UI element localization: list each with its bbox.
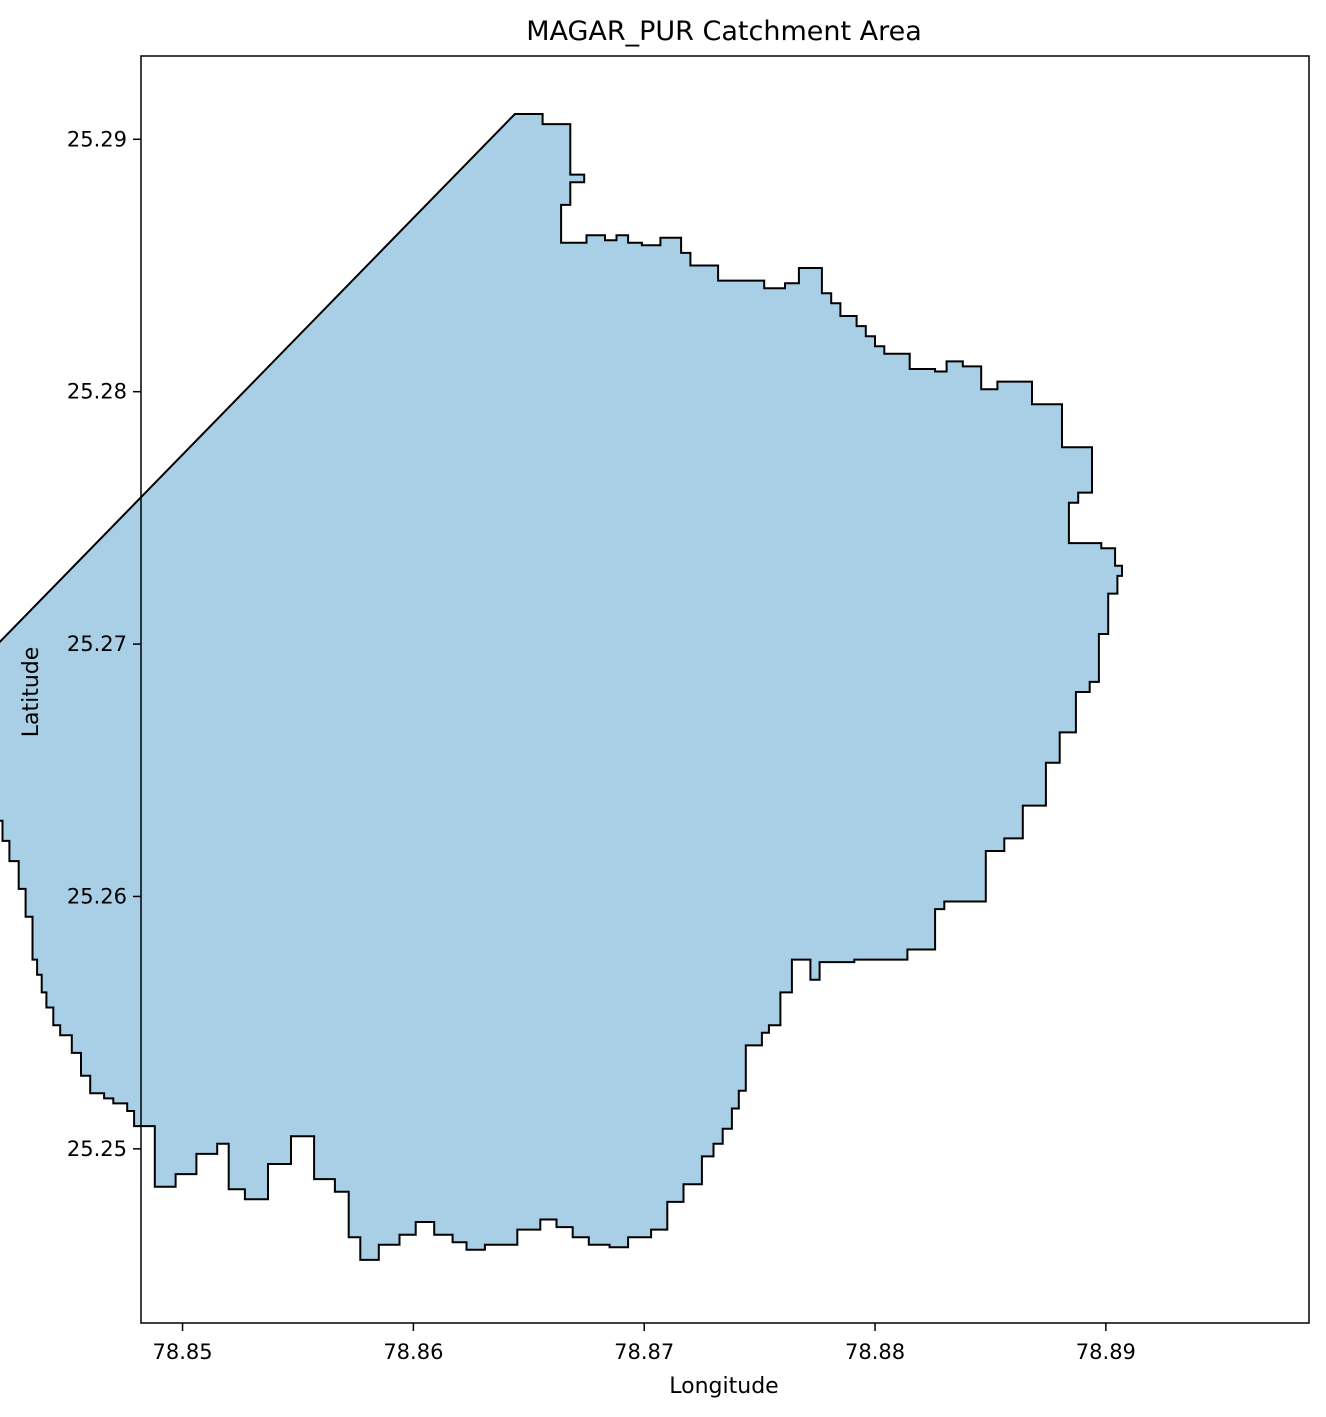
x-tick-label: 78.89 [1076,1340,1136,1364]
plot-area [0,113,1123,1261]
y-tick-label: 25.29 [67,127,127,151]
x-tick-label: 78.87 [614,1340,674,1364]
y-tick-label: 25.25 [67,1137,127,1161]
y-tick-label: 25.28 [67,380,127,404]
x-axis: 78.85 78.86 78.87 78.88 78.89 [152,1323,1136,1364]
catchment-polygon [0,113,1123,1261]
axes-frame [140,55,1310,1324]
y-axis: 25.25 25.26 25.27 25.28 25.29 [67,127,141,1161]
chart-title: MAGAR_PUR Catchment Area [526,16,922,47]
x-axis-label: Longitude [669,1374,778,1399]
y-axis-label: Latitude [19,647,44,738]
x-tick-label: 78.86 [383,1340,443,1364]
x-tick-label: 78.88 [845,1340,905,1364]
x-tick-label: 78.85 [152,1340,212,1364]
y-tick-label: 25.27 [67,632,127,656]
y-tick-label: 25.26 [67,884,127,908]
